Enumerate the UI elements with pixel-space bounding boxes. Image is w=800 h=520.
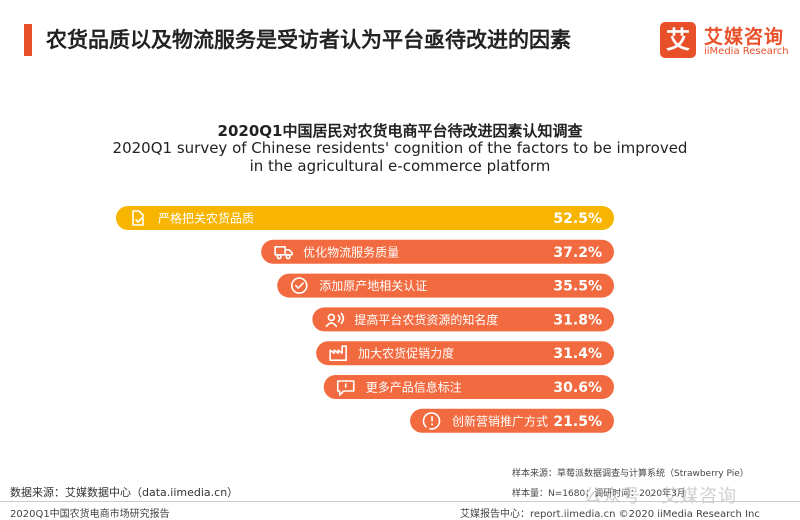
title-accent-bar: [24, 24, 32, 56]
chart-title: 2020Q1中国居民对农货电商平台待改进因素认知调查: [217, 122, 583, 140]
sample-size-note: 样本量：N=1680；调研时间：2020年3月: [512, 489, 686, 499]
factory-icon: [329, 345, 347, 361]
logo-english-text: iiMedia Research: [704, 46, 789, 57]
report-name: 2020Q1中国农货电商市场研究报告: [10, 509, 170, 520]
document-check-icon: [132, 210, 144, 226]
person-broadcast-icon: [325, 312, 345, 328]
chart-subtitle-line-2: in the agricultural e-commerce platform: [249, 157, 551, 175]
value-label-4: 31.8%: [553, 312, 602, 328]
bar-3: [277, 273, 614, 298]
report-center-link[interactable]: 艾媒报告中心：report.iimedia.cn ©2020 iiMedia R…: [460, 509, 760, 520]
data-source-note: 数据来源：艾媒数据中心（data.iimedia.cn）: [10, 486, 239, 499]
category-label-2: 优化物流服务质量: [303, 244, 399, 259]
bar-5: [316, 341, 614, 366]
value-label-1: 52.5%: [553, 211, 602, 227]
sample-source-note: 样本来源：草莓派数据调查与计算系统（Strawberry Pie）: [512, 469, 749, 479]
category-label-3: 添加原产地相关认证: [319, 279, 427, 293]
bar-4: [312, 307, 614, 332]
category-label-6: 更多产品信息标注: [366, 380, 462, 395]
bar-1: [116, 206, 614, 230]
bar-7: [410, 408, 614, 433]
check-circle-icon: [290, 277, 308, 294]
value-label-5: 31.4%: [553, 346, 602, 362]
bar-6: [323, 375, 614, 399]
logo-chinese-text: 艾媒咨询: [704, 26, 785, 48]
category-label-7: 创新营销推广方式: [452, 413, 548, 428]
value-label-6: 30.6%: [553, 380, 602, 396]
value-label-2: 37.2%: [553, 245, 602, 261]
bar-2: [261, 239, 614, 264]
value-label-7: 21.5%: [553, 414, 602, 430]
value-label-3: 35.5%: [553, 279, 602, 295]
category-label-5: 加大农货促销力度: [358, 346, 454, 361]
truck-icon: [274, 246, 293, 260]
page-title: 农货品质以及物流服务是受访者认为平台亟待改进的因素: [46, 28, 571, 52]
logo-mark: 艾: [660, 22, 696, 58]
iimedia-logo: 艾 艾媒咨询 iiMedia Research: [660, 22, 790, 62]
message-icon: [336, 380, 355, 396]
exclamation-icon: [422, 412, 441, 430]
category-label-1: 严格把关农货品质: [158, 211, 254, 226]
footer-divider: [0, 501, 800, 502]
chart-subtitle-line-1: 2020Q1 survey of Chinese residents' cogn…: [112, 139, 688, 157]
category-label-4: 提高平台农货资源的知名度: [354, 312, 498, 327]
